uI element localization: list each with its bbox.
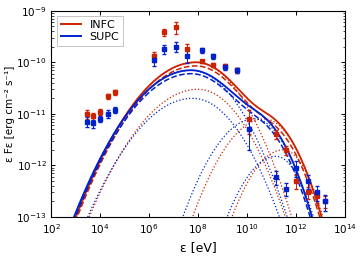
INFC [100,155,104,158]
SUPC [174,71,179,74]
X-axis label: ε [eV]: ε [eV] [180,241,216,254]
SUPC [189,69,193,72]
INFC [194,61,198,64]
Line: INFC: INFC [51,62,345,259]
Line: SUPC: SUPC [51,70,345,259]
Y-axis label: ε Fε [erg cm⁻² s⁻¹]: ε Fε [erg cm⁻² s⁻¹] [5,66,15,162]
INFC [83,193,87,196]
INFC [306,174,310,177]
SUPC [162,76,166,80]
SUPC [100,153,104,156]
INFC [174,65,179,68]
SUPC [306,201,310,204]
INFC [162,72,166,75]
SUPC [83,190,87,193]
Legend: INFC, SUPC: INFC, SUPC [57,16,123,46]
